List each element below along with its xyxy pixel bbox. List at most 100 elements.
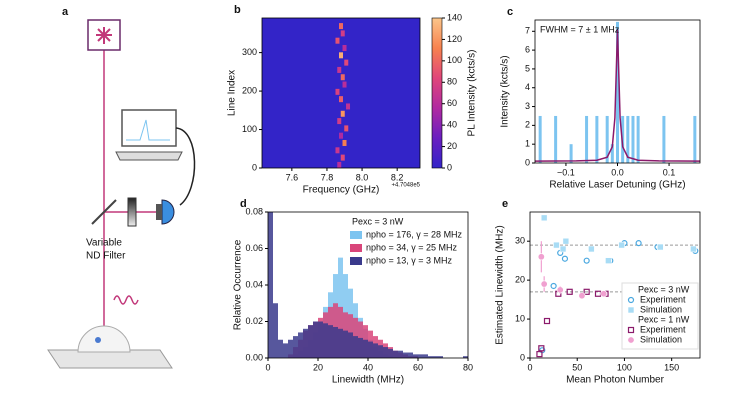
bar [610, 144, 614, 163]
x-tick-label: 40 [363, 362, 373, 372]
bar [585, 115, 589, 163]
heatmap-cell [342, 140, 347, 146]
legend-marker [627, 306, 635, 314]
hist-bar [383, 347, 388, 358]
legend-label: Experiment [640, 294, 686, 304]
x-tick-label: 20 [313, 362, 323, 372]
hist-bar [438, 356, 443, 358]
x-tick-label: 0 [527, 362, 532, 372]
heatmap-cell [342, 81, 347, 88]
x-tick-label: 0.0 [611, 167, 624, 177]
legend-marker [627, 326, 635, 334]
hist-bar [283, 343, 288, 358]
point [618, 241, 625, 249]
y-tick-label: 0.00 [245, 352, 263, 362]
legend-box [621, 282, 699, 350]
legend-title: Pexc = 1 nW [638, 314, 690, 324]
point [537, 253, 545, 261]
heatmap-cell [340, 110, 345, 117]
nd-filter [127, 197, 137, 227]
hist-bar [378, 345, 383, 358]
point [635, 240, 642, 247]
point [536, 351, 543, 358]
hist-bar [393, 350, 398, 358]
filter-label: ND Filter [86, 251, 126, 262]
hist-bar [348, 332, 353, 358]
point [690, 245, 697, 253]
hist-bar [333, 326, 338, 358]
hist-bar [278, 339, 283, 358]
colorbar-tick-label: 0 [447, 162, 452, 172]
lens-dome [77, 325, 131, 353]
hist-bar [353, 336, 358, 358]
x-tick-label: 50 [572, 362, 582, 372]
legend-title: Pexc = 3 nW [352, 216, 404, 226]
hist-bar [323, 323, 328, 358]
point [588, 245, 595, 253]
point [538, 345, 545, 352]
x-axis-label: Frequency (GHz) [303, 185, 380, 196]
bar [538, 115, 542, 163]
x-tick-label: 7.6 [286, 172, 299, 182]
legend-label: npho = 13, γ = 3 MHz [366, 255, 453, 265]
axes-frame [529, 211, 701, 359]
heatmap-cell [339, 132, 343, 139]
y-tick-label: 3 [525, 101, 530, 111]
hist-bar [328, 325, 333, 358]
panel-label: e [502, 198, 508, 210]
hist-bar [273, 303, 278, 358]
y-tick-label: 5 [525, 63, 530, 73]
hist-bar [318, 321, 323, 358]
axes-frame [261, 17, 421, 169]
heatmap-cell [344, 125, 349, 132]
legend-swatch [350, 231, 362, 239]
mirror [91, 199, 117, 225]
y-tick-label: 0 [525, 157, 530, 167]
legend-label: Simulation [640, 334, 682, 344]
hist-bar [388, 348, 393, 358]
y-tick-label: 0.02 [245, 316, 263, 326]
offset-text: +4.7048e5 [391, 183, 420, 189]
point [550, 282, 557, 290]
hist-bar [308, 325, 313, 358]
hist-bar [338, 328, 343, 358]
hist-bar [418, 354, 423, 358]
y-axis-label: Intensity (kcts/s) [500, 55, 511, 127]
point [561, 255, 569, 262]
y-tick-label: 1 [525, 139, 530, 149]
point [578, 292, 586, 300]
legend-title: Pexc = 3 nW [638, 284, 690, 294]
bar [636, 115, 640, 163]
hist-bar [423, 354, 428, 358]
x-axis-label: Relative Laser Detuning (GHz) [549, 180, 685, 191]
y-tick-label: 20 [515, 275, 525, 285]
hist-bar [373, 343, 378, 358]
y-axis-label: Relative Occurrence [233, 239, 244, 330]
hist-bar [428, 356, 433, 358]
y-tick-label: 30 [515, 236, 525, 246]
hist-bar [358, 337, 363, 358]
point [583, 288, 590, 295]
colorbar-tick-label: 100 [447, 55, 462, 65]
hist-bar [368, 341, 373, 358]
point [553, 241, 560, 249]
x-tick-label: 8.0 [356, 172, 369, 182]
y-tick-label: 0 [520, 352, 525, 362]
bar [595, 115, 599, 163]
x-tick-label: 0 [265, 362, 270, 372]
hist-bar [408, 352, 413, 358]
y-tick-label: 2 [525, 120, 530, 130]
colorbar-tick-label: 140 [447, 12, 462, 22]
legend-swatch [350, 257, 362, 265]
x-tick-label: 8.2 [391, 172, 404, 182]
point [543, 317, 551, 325]
bar [662, 115, 666, 163]
hist-bar [413, 354, 418, 358]
panel-label: a [62, 6, 69, 18]
x-tick-label: −0.1 [557, 167, 575, 177]
panel-label: b [234, 4, 241, 16]
panel-label: c [507, 6, 513, 18]
point [559, 245, 567, 253]
point [657, 243, 664, 251]
